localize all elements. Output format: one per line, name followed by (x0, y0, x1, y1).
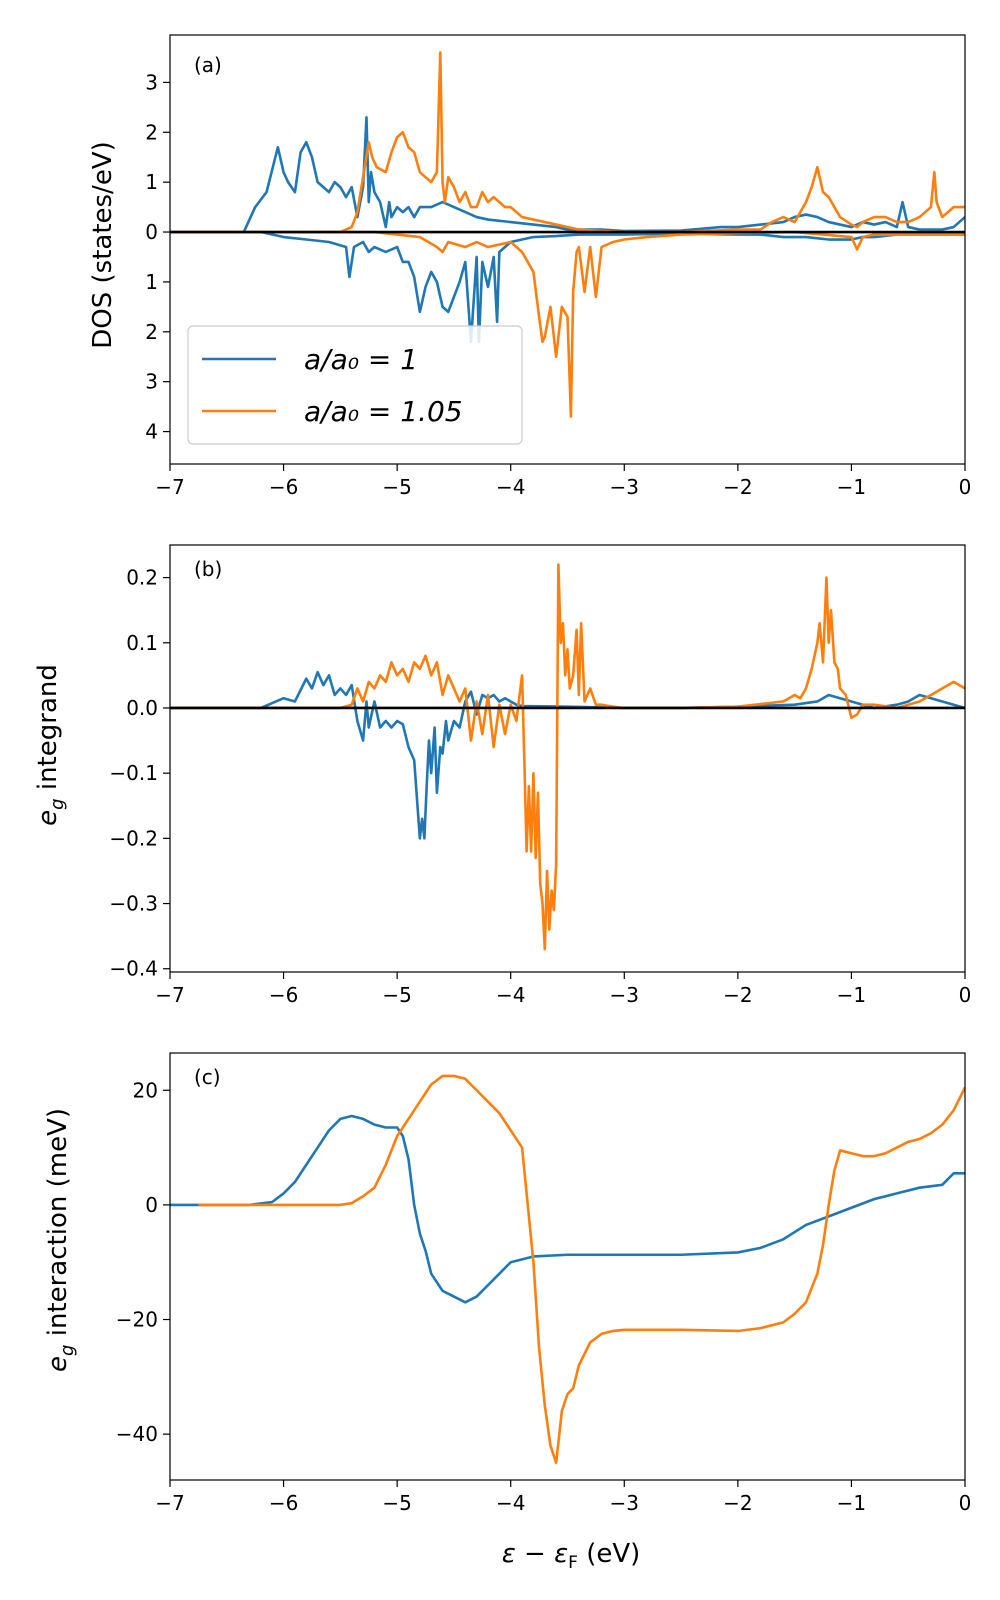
panel-b-y-tick-label: −0.1 (109, 761, 158, 785)
panel-c-x-tick-label: −2 (723, 1491, 752, 1515)
panel-a-x-tick-label: −7 (155, 475, 184, 499)
panel-c-axes-frame (169, 1052, 966, 1481)
panel-a-legend-label-0: a/a₀ = 1 (304, 343, 418, 376)
panel-a-x-tick-label: −4 (496, 475, 525, 499)
panel-b-axes-frame (169, 544, 966, 973)
panel-b-y-tick-label: −0.3 (109, 892, 158, 916)
panel-c-y-axis-label: eg interaction (meV) (43, 1108, 78, 1372)
panel-a-y-tick-label: 2 (145, 320, 158, 344)
panel-b-series-line-0 (170, 670, 965, 840)
panel-b-x-tick-label: −7 (155, 983, 184, 1007)
panel-a-x-tick-label: −5 (382, 475, 411, 499)
panel-b-y-tick-label: 0.1 (126, 631, 158, 655)
panel-c-x-tick-label: −4 (496, 1491, 525, 1515)
panel-b-y-tick-label: −0.2 (109, 826, 158, 850)
panel-b-y-axis-label: eg integrand (33, 664, 68, 826)
panel-a-label: (a) (194, 53, 222, 77)
panel-a-series-line-1 (170, 230, 965, 344)
panel-c-x-tick-label: −3 (610, 1491, 639, 1515)
panel-b-y-tick-label: 0.2 (126, 566, 158, 590)
panel-c-series-line-0 (170, 1114, 965, 1304)
panel-a-series-line-0 (170, 116, 965, 234)
panel-c-x-tick-label: 0 (959, 1491, 972, 1515)
panel-a-legend: a/a₀ = 1 a/a₀ = 1.05 (187, 325, 523, 445)
panel-b-x-tick-label: −2 (723, 983, 752, 1007)
panel-a-y-tick-label: 2 (145, 120, 158, 144)
panel-a-y-tick-label: 3 (145, 370, 158, 394)
panel-c-series-group (170, 1074, 965, 1465)
panel-a-dos: (a) DOS (states/eV) −7 −6 −5 −4 −3 −2 −1 0 3 2 1 0 1… (88, 34, 972, 499)
panel-b-y-tick-label: 0.0 (126, 696, 158, 720)
panel-a-series-line-3 (170, 230, 965, 418)
panel-b-x-tick-label: 0 (959, 983, 972, 1007)
panel-c-x-axis-label: ε − εF (eV) (502, 1539, 641, 1573)
panel-a-axes-frame (169, 34, 966, 465)
panel-a-x-tick-label: −3 (610, 475, 639, 499)
panel-b-x-tick-label: −4 (496, 983, 525, 1007)
panel-a-y-axis-label: DOS (states/eV) (88, 141, 118, 349)
panel-b-series-line-1 (170, 563, 965, 951)
panel-a-x-tick-label: −1 (837, 475, 866, 499)
panel-c-x-tick-label: −5 (382, 1491, 411, 1515)
panel-b-label: (b) (194, 557, 222, 581)
panel-c-label: (c) (194, 1065, 221, 1089)
panel-a-series-line-2 (170, 51, 965, 234)
panel-a-x-tick-label: −6 (269, 475, 298, 499)
panel-a-y-tick-label: 1 (145, 170, 158, 194)
panel-b-series-group (170, 563, 965, 951)
panel-c-series-line-1 (198, 1074, 965, 1465)
panel-b-x-tick-label: −3 (610, 983, 639, 1007)
panel-c-y-tick-label: 20 (133, 1078, 158, 1102)
panel-c-x-tick-label: −1 (837, 1491, 866, 1515)
panel-c-y-tick-label: −40 (116, 1422, 158, 1446)
panel-c-x-tick-label: −7 (155, 1491, 184, 1515)
panel-b-y-tick-label: −0.4 (109, 957, 158, 981)
panel-c-y-tick-label: 0 (145, 1193, 158, 1217)
panel-a-y-tick-label: 1 (145, 270, 158, 294)
panel-b-integrand: (b) eg integrand −7 −6 −5 −4 −3 −2 −1 0 0.2 0.1 0.… (33, 544, 972, 1007)
panel-b-x-tick-label: −6 (269, 983, 298, 1007)
panel-b-x-tick-label: −1 (837, 983, 866, 1007)
panel-a-x-tick-label: −2 (723, 475, 752, 499)
panel-a-legend-label-1: a/a₀ = 1.05 (304, 395, 463, 428)
panel-a-x-tick-label: 0 (959, 475, 972, 499)
panel-c-x-tick-label: −6 (269, 1491, 298, 1515)
panel-a-legend-box (187, 325, 523, 445)
panel-a-y-tick-label: 3 (145, 70, 158, 94)
panel-c-y-tick-label: −20 (116, 1308, 158, 1332)
panel-a-y-tick-label: 0 (145, 220, 158, 244)
panel-a-y-tick-label: 4 (145, 420, 158, 444)
panel-a-series-group (170, 51, 965, 418)
panel-b-x-tick-label: −5 (382, 983, 411, 1007)
panel-c-interaction: (c) eg interaction (meV) ε − εF (eV) −7 −… (43, 1052, 972, 1573)
